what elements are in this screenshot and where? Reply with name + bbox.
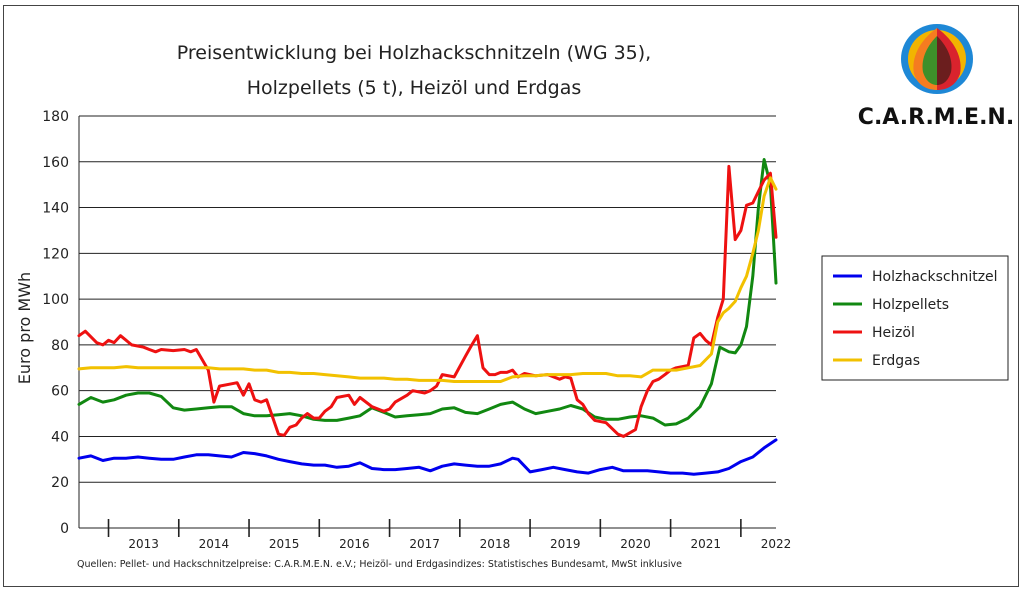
series-line-2 [77, 164, 778, 438]
x-axis: 2013 2014 2015 2016 2017 2018 2019 2020 2021 2022 [78, 116, 792, 551]
x-tick-label-2021: 2021 [690, 537, 721, 551]
legend-label-2: Heizöl [872, 325, 915, 341]
series-lines [77, 158, 778, 476]
legend-label-0: Holzhackschnitzel [872, 269, 998, 285]
chart-title-line-1: Preisentwicklung bei Holzhackschnitzeln … [177, 42, 651, 64]
carmen-logo-text: C.A.R.M.E.N. [858, 105, 1014, 130]
x-tick-label-2019: 2019 [550, 537, 581, 551]
price-chart: Preisentwicklung bei Holzhackschnitzeln … [15, 24, 1014, 570]
carmen-logo: C.A.R.M.E.N. [858, 24, 1014, 130]
source-note: Quellen: Pellet- und Hackschnitzelpreise… [77, 559, 682, 570]
x-tick-label-2022: 2022 [761, 537, 792, 551]
y-tick-label-60: 60 [51, 384, 69, 400]
grid-lines [79, 115, 776, 529]
x-tick-label-2014: 2014 [199, 537, 230, 551]
chart-frame: Preisentwicklung bei Holzhackschnitzeln … [3, 5, 1019, 587]
y-tick-label-20: 20 [51, 475, 69, 491]
x-tick-label-2013: 2013 [128, 537, 159, 551]
carmen-logo-icon [901, 24, 973, 94]
legend: Holzhackschnitzel Holzpellets Heizöl Erdgas [821, 255, 1009, 381]
y-tick-label-40: 40 [51, 429, 69, 445]
series-line-1 [77, 158, 778, 427]
y-axis-ticks: 0 20 40 60 80 100 120 140 160 180 [42, 109, 69, 537]
series-line-0 [77, 438, 778, 476]
x-tick-label-2017: 2017 [409, 537, 440, 551]
y-tick-label-120: 120 [42, 246, 69, 262]
x-tick-label-2015: 2015 [269, 537, 300, 551]
y-tick-label-0: 0 [60, 521, 69, 537]
chart-title-line-2: Holzpellets (5 t), Heizöl und Erdgas [247, 77, 582, 99]
y-tick-label-180: 180 [42, 109, 69, 125]
y-axis-label: Euro pro MWh [15, 272, 34, 384]
x-tick-label-2020: 2020 [620, 537, 651, 551]
series-line-3 [77, 176, 778, 383]
y-tick-label-80: 80 [51, 338, 69, 354]
x-tick-label-2016: 2016 [339, 537, 370, 551]
legend-label-3: Erdgas [872, 353, 920, 369]
x-tick-label-2018: 2018 [480, 537, 511, 551]
y-tick-label-140: 140 [42, 201, 69, 217]
legend-label-1: Holzpellets [872, 297, 949, 313]
y-tick-label-160: 160 [42, 155, 69, 171]
y-tick-label-100: 100 [42, 292, 69, 308]
